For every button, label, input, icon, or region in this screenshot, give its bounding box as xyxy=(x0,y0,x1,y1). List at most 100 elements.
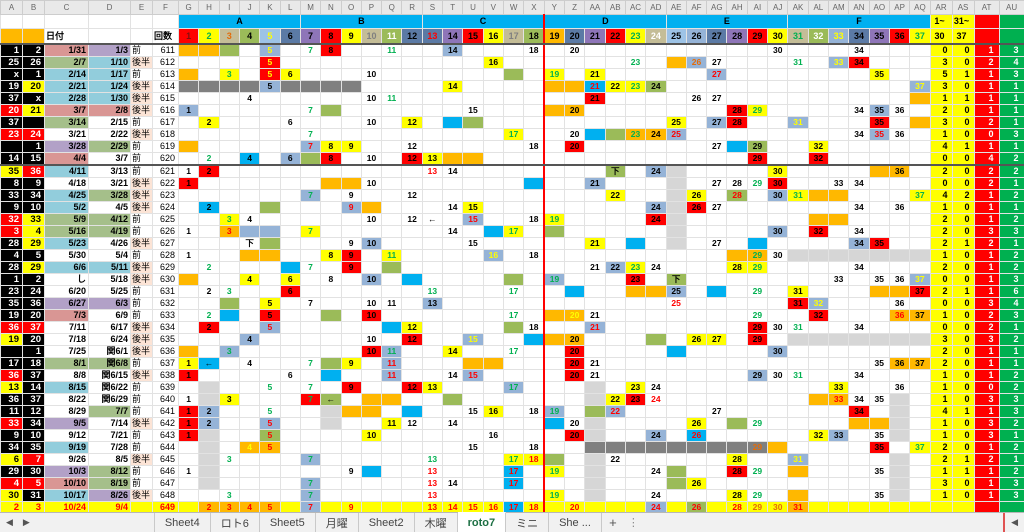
grid-cell-629-35[interactable] xyxy=(868,261,890,274)
grid-cell-622-29[interactable]: 29 xyxy=(746,177,769,190)
grid-cell-627-14[interactable] xyxy=(442,237,464,250)
grid-cell-636-17[interactable]: 17 xyxy=(502,345,525,358)
grid-cell-639-11[interactable] xyxy=(381,381,403,394)
grid-cell-631-14[interactable] xyxy=(442,285,464,298)
grid-cell-642-1[interactable]: 1 xyxy=(177,417,200,430)
grid-cell-645-9[interactable] xyxy=(340,453,362,466)
cell-half-625[interactable]: 前 xyxy=(130,213,153,226)
grid-cell-616-9[interactable] xyxy=(340,104,362,117)
grid-cell-612-19[interactable] xyxy=(543,56,565,69)
grid-cell-628-31[interactable] xyxy=(787,249,809,262)
grid-cell-649-26[interactable]: 26 xyxy=(685,501,708,512)
grid-cell-622-20[interactable] xyxy=(563,177,586,190)
grid-cell-634-34[interactable]: 34 xyxy=(848,321,870,334)
cell-half-612[interactable]: 後半 xyxy=(130,56,153,69)
grid-cell-638-13[interactable] xyxy=(421,369,444,382)
cell-date1-611[interactable]: 1/31 xyxy=(44,43,89,57)
grid-cell-611-15[interactable] xyxy=(462,43,484,57)
grid-cell-631-32[interactable] xyxy=(807,285,830,298)
grid-cell-647-18[interactable] xyxy=(523,477,545,490)
grid-cell-619-28[interactable] xyxy=(726,140,748,153)
grid-cell-630-15[interactable] xyxy=(462,273,484,286)
grid-cell-611-4[interactable] xyxy=(238,43,261,57)
grid-cell-641-2[interactable]: 2 xyxy=(198,405,220,418)
grid-cell-635-8[interactable] xyxy=(320,333,342,346)
grid-cell-637-33[interactable] xyxy=(827,357,850,370)
grid-cell-622-30[interactable]: 30 xyxy=(767,177,789,190)
grid-cell-641-19[interactable]: 19 xyxy=(543,405,565,418)
grid-cell-613-19[interactable]: 19 xyxy=(543,68,565,81)
grid-cell-616-4[interactable] xyxy=(238,104,261,117)
grid-cell-633-35[interactable] xyxy=(868,309,890,322)
grid-cell-649-9[interactable]: 9 xyxy=(340,501,362,512)
grid-cell-624-3[interactable] xyxy=(218,201,240,214)
grid-cell-637-28[interactable] xyxy=(726,357,748,370)
cell-a1-645[interactable]: 6 xyxy=(0,453,23,466)
grid-cell-625-23[interactable] xyxy=(624,213,647,226)
grid-cell-645-25[interactable] xyxy=(665,453,687,466)
grid-cell-649-3[interactable]: 3 xyxy=(218,501,240,512)
cell-date1-617[interactable]: 3/14 xyxy=(44,116,89,129)
grid-cell-622-13[interactable] xyxy=(421,177,444,190)
grid-cell-630-28[interactable] xyxy=(726,273,748,286)
grid-cell-640-3[interactable]: 3 xyxy=(218,393,240,406)
grid-cell-622-17[interactable] xyxy=(502,177,525,190)
grid-cell-638-18[interactable] xyxy=(523,369,545,382)
cell-a1-634[interactable]: 36 xyxy=(0,321,23,334)
grid-cell-646-4[interactable] xyxy=(238,465,261,478)
grid-cell-636-1[interactable] xyxy=(177,345,200,358)
grid-cell-628-12[interactable] xyxy=(401,249,423,262)
grid-cell-635-20[interactable]: 20 xyxy=(563,333,586,346)
grid-cell-627-20[interactable] xyxy=(563,237,586,250)
cell-count-640[interactable]: 640 xyxy=(152,393,179,406)
number-header-15[interactable]: 15 xyxy=(462,28,484,45)
grid-cell-644-24[interactable] xyxy=(645,441,667,454)
cell-date1-623[interactable]: 4/25 xyxy=(44,189,89,202)
grid-cell-621-28[interactable] xyxy=(726,164,748,178)
grid-cell-619-29[interactable]: 29 xyxy=(746,140,769,153)
grid-cell-643-16[interactable]: 16 xyxy=(482,429,505,442)
grid-cell-638-21[interactable]: 21 xyxy=(584,369,606,382)
cell-a1-621[interactable]: 35 xyxy=(0,164,23,178)
grid-cell-644-4[interactable]: 4 xyxy=(238,441,261,454)
grid-cell-642-13[interactable] xyxy=(421,417,444,430)
grid-cell-643-36[interactable] xyxy=(888,429,911,442)
grid-cell-646-28[interactable]: 28 xyxy=(726,465,748,478)
number-header-11[interactable]: 11 xyxy=(381,28,403,45)
grid-cell-617-13[interactable] xyxy=(421,116,444,129)
grid-cell-623-22[interactable]: 22 xyxy=(604,189,626,202)
grid-cell-632-16[interactable] xyxy=(482,297,505,310)
grid-cell-612-15[interactable] xyxy=(462,56,484,69)
grid-cell-634-18[interactable]: 18 xyxy=(523,321,545,334)
grid-cell-617-23[interactable] xyxy=(624,116,647,129)
grid-cell-617-4[interactable] xyxy=(238,116,261,129)
grid-cell-615-35[interactable] xyxy=(868,92,890,105)
grid-cell-616-1[interactable]: 1 xyxy=(177,104,200,117)
grid-cell-624-2[interactable]: 2 xyxy=(198,201,220,214)
cell-count-639[interactable]: 639 xyxy=(152,381,179,394)
grid-cell-619-21[interactable] xyxy=(584,140,606,153)
grid-cell-613-22[interactable] xyxy=(604,68,626,81)
grid-cell-649-6[interactable] xyxy=(279,501,301,512)
column-header-AK[interactable]: AK xyxy=(787,0,809,15)
grid-cell-638-32[interactable] xyxy=(807,369,830,382)
grid-cell-642-27[interactable] xyxy=(706,417,728,430)
cell-half-634[interactable]: 後半 xyxy=(130,321,153,334)
cell-date1-649[interactable]: 10/24 xyxy=(44,501,89,512)
grid-cell-643-12[interactable] xyxy=(401,429,423,442)
cell-date2-649[interactable]: 9/4 xyxy=(88,501,131,512)
number-header-29[interactable]: 29 xyxy=(746,28,769,45)
grid-cell-636-10[interactable]: 10 xyxy=(360,345,383,358)
grid-cell-619-30[interactable] xyxy=(767,140,789,153)
grid-cell-649-31[interactable]: 31 xyxy=(787,501,809,512)
grid-cell-629-11[interactable] xyxy=(381,261,403,274)
grid-cell-631-16[interactable] xyxy=(482,285,505,298)
cell-a2-636[interactable]: 1 xyxy=(22,345,45,358)
grid-cell-612-4[interactable] xyxy=(238,56,261,69)
number-header-14[interactable]: 14 xyxy=(442,28,464,45)
cell-a1-630[interactable]: 1 xyxy=(0,273,23,286)
cell-date1-615[interactable]: 2/28 xyxy=(44,92,89,105)
grid-cell-636-21[interactable] xyxy=(584,345,606,358)
cell-count-630[interactable]: 630 xyxy=(152,273,179,286)
grid-cell-613-2[interactable] xyxy=(198,68,220,81)
